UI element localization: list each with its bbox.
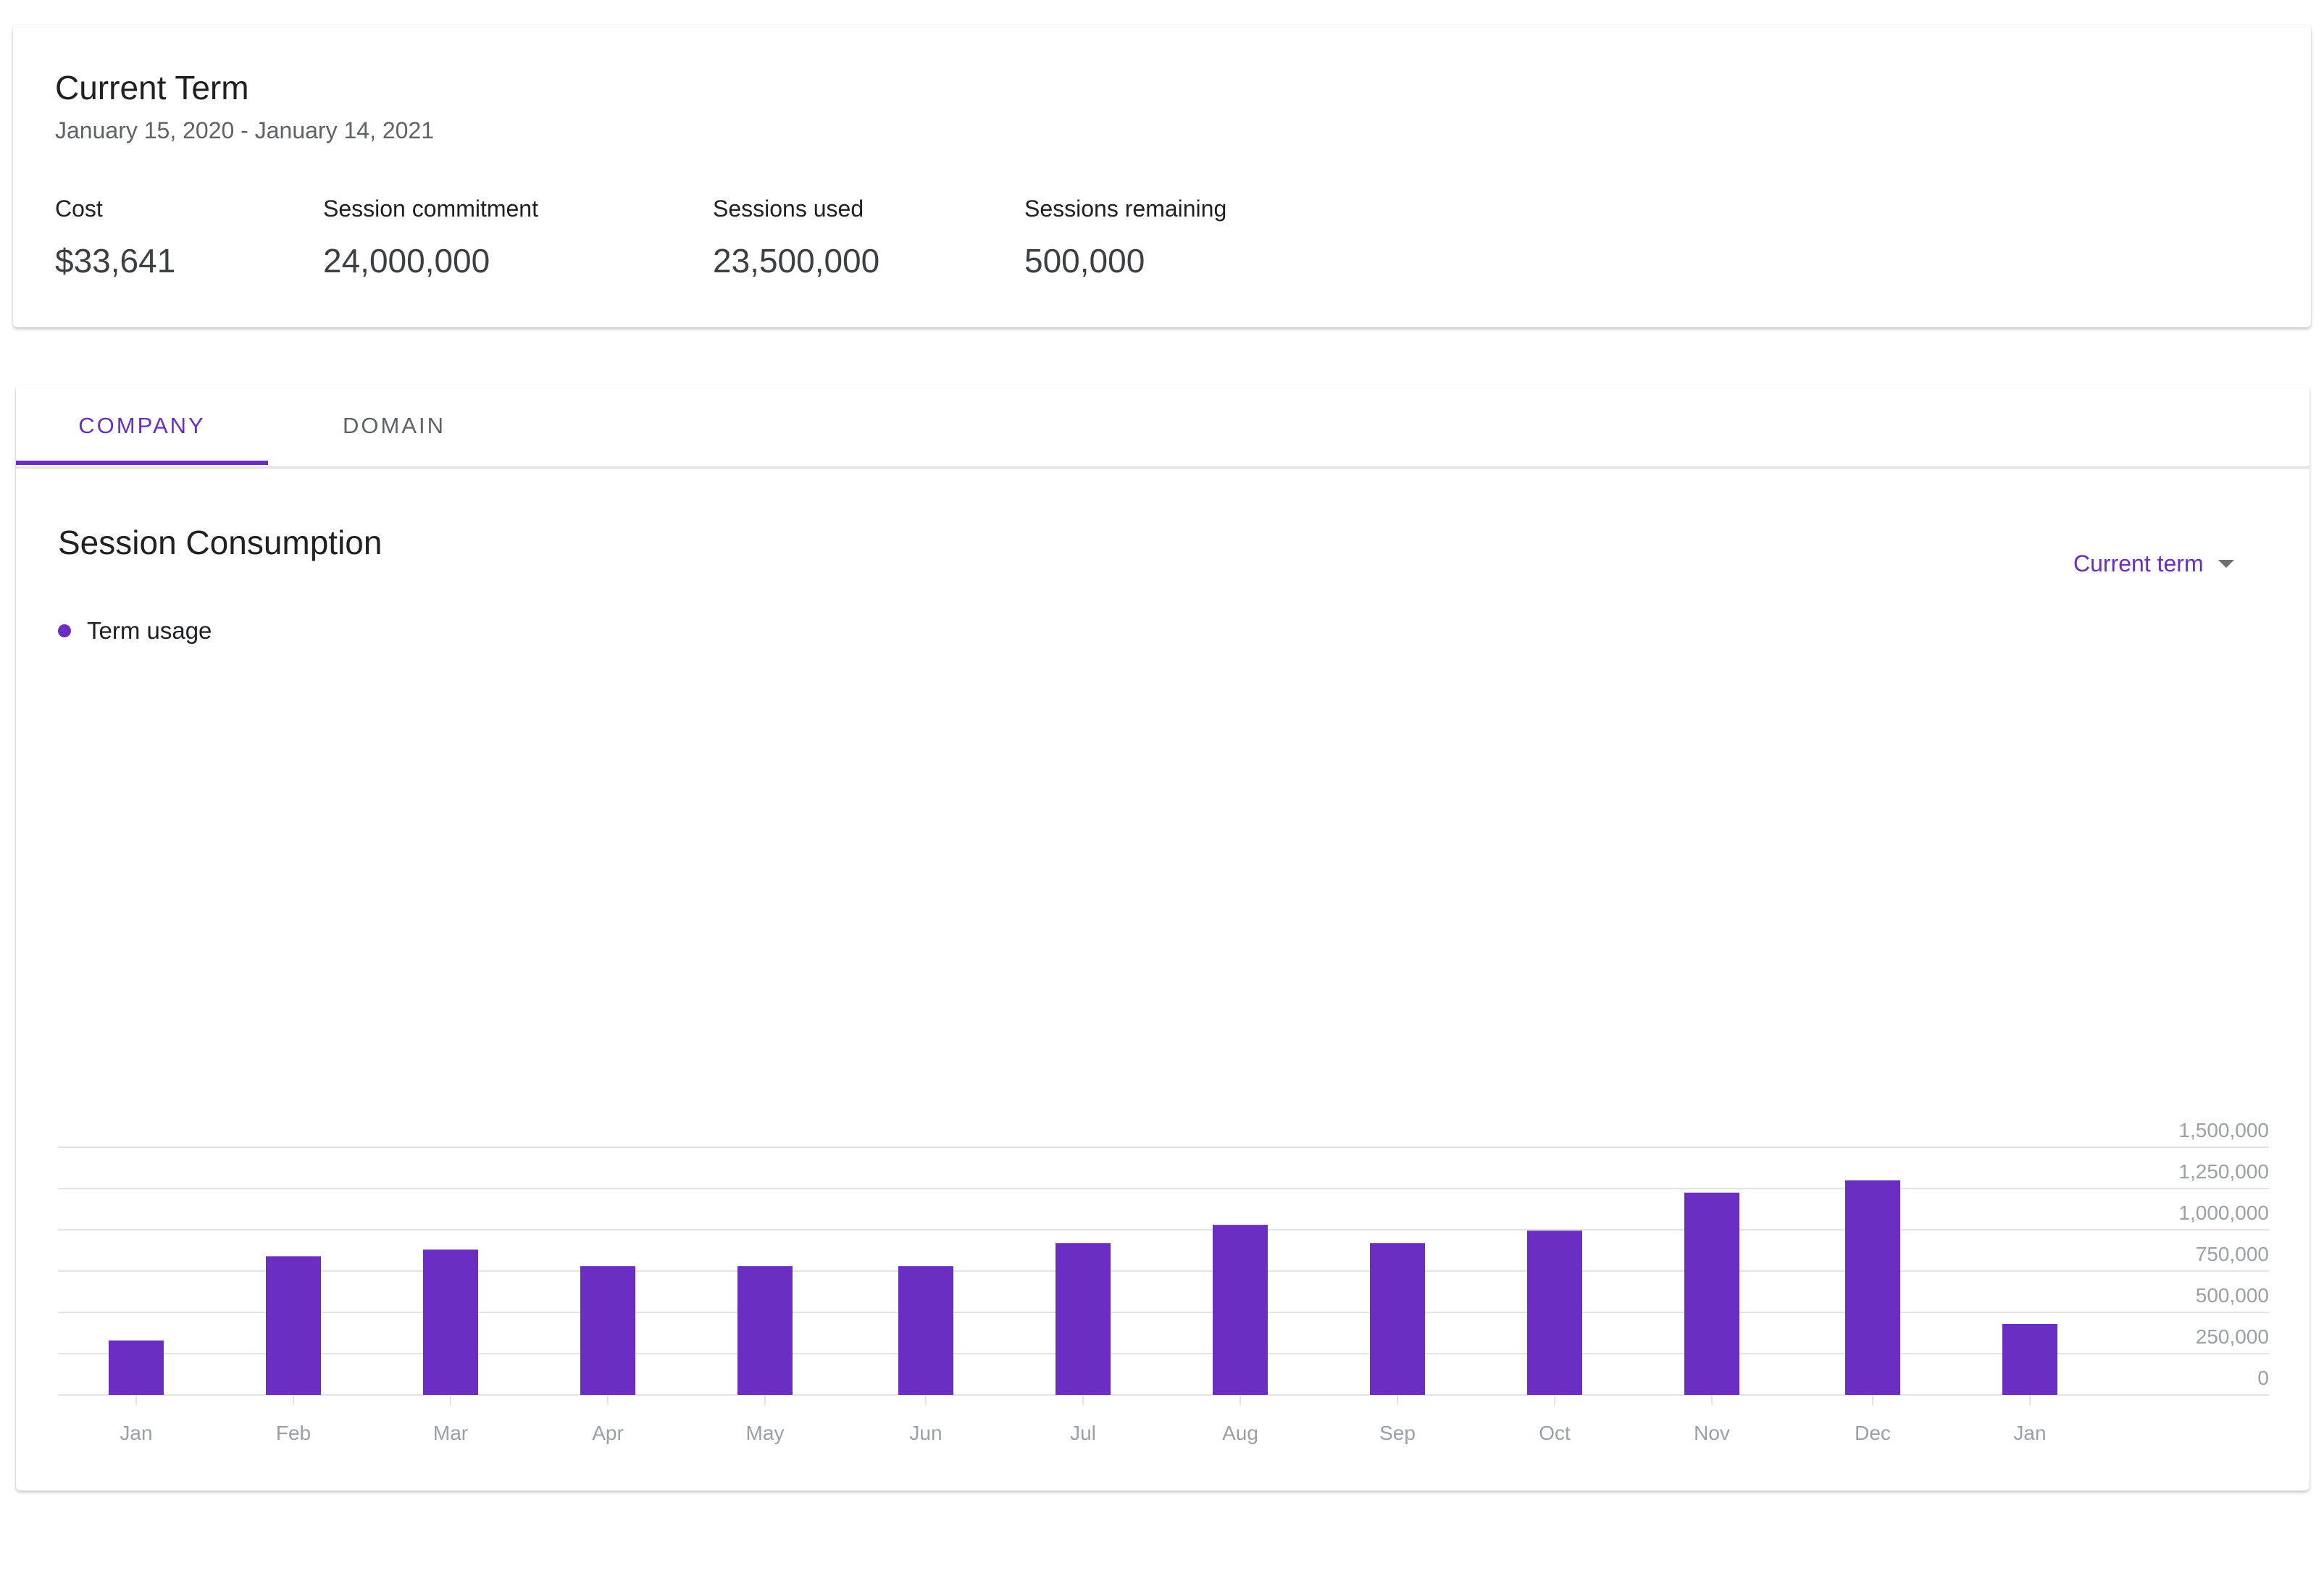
stat-session-commitment: Session commitment 24,000,000 bbox=[323, 196, 538, 280]
x-tick-label: Jul bbox=[1070, 1422, 1096, 1444]
tab-domain[interactable]: DOMAIN bbox=[343, 413, 446, 438]
legend-label: Term usage bbox=[87, 617, 212, 644]
x-tick-label: Jan bbox=[2013, 1422, 2046, 1444]
stat-value: $33,641 bbox=[55, 242, 176, 280]
stat-value: 23,500,000 bbox=[713, 242, 880, 280]
bar bbox=[2002, 1323, 2057, 1395]
stat-sessions-used: Sessions used 23,500,000 bbox=[713, 196, 879, 280]
stat-label: Sessions remaining bbox=[1024, 196, 1227, 222]
y-tick-label: 250,000 bbox=[2196, 1325, 2269, 1348]
term-title: Current Term bbox=[55, 69, 249, 106]
bar bbox=[423, 1249, 478, 1395]
y-tick-label: 1,250,000 bbox=[2178, 1160, 2269, 1183]
bar bbox=[1370, 1243, 1425, 1395]
x-tick-label: Mar bbox=[433, 1422, 468, 1444]
bar bbox=[266, 1256, 321, 1395]
current-term-card: Current Term January 15, 2020 - January … bbox=[13, 25, 2311, 327]
chart-title: Session Consumption bbox=[58, 524, 383, 561]
x-tick-label: Nov bbox=[1694, 1422, 1730, 1444]
bar bbox=[109, 1340, 164, 1395]
stat-label: Session commitment bbox=[323, 196, 538, 222]
y-tick-label: 0 bbox=[2257, 1367, 2269, 1389]
stat-label: Sessions used bbox=[713, 196, 864, 222]
stat-value: 24,000,000 bbox=[323, 242, 490, 280]
bar bbox=[898, 1266, 953, 1395]
tab-bar: COMPANY DOMAIN bbox=[16, 385, 2310, 469]
x-tick-label: May bbox=[746, 1422, 785, 1444]
x-tick-label: Aug bbox=[1222, 1422, 1258, 1444]
session-consumption-card: COMPANY DOMAIN Session Consumption Curre… bbox=[16, 385, 2310, 1491]
y-tick-label: 1,000,000 bbox=[2178, 1202, 2269, 1224]
y-tick-label: 750,000 bbox=[2196, 1243, 2269, 1265]
term-range-dropdown[interactable]: Current term bbox=[2073, 550, 2234, 577]
term-range-dropdown-label: Current term bbox=[2073, 550, 2204, 577]
session-consumption-chart: 0 250,000 500,000 750,000 1,000,000 1,250,000… bbox=[58, 1119, 2269, 1444]
legend-dot-icon bbox=[58, 624, 71, 637]
bar bbox=[580, 1266, 635, 1395]
y-tick-label: 1,500,000 bbox=[2178, 1119, 2269, 1141]
y-tick-label: 500,000 bbox=[2196, 1284, 2269, 1307]
x-tick-label: Apr bbox=[592, 1422, 624, 1444]
active-tab-indicator bbox=[16, 461, 268, 465]
chart-legend: Term usage bbox=[58, 617, 212, 645]
bar bbox=[1527, 1231, 1582, 1395]
x-tick-label: Sep bbox=[1379, 1422, 1416, 1444]
term-date-range: January 15, 2020 - January 14, 2021 bbox=[55, 117, 435, 143]
caret-down-icon bbox=[2218, 560, 2234, 568]
x-tick-label: Jan bbox=[120, 1422, 152, 1444]
tab-company[interactable]: COMPANY bbox=[78, 413, 206, 438]
bar bbox=[1845, 1180, 1900, 1395]
x-tick-label: Feb bbox=[276, 1422, 311, 1444]
x-tick-label: Jun bbox=[909, 1422, 942, 1444]
stat-cost: Cost $33,641 bbox=[55, 196, 175, 280]
x-tick-label: Oct bbox=[1539, 1422, 1571, 1444]
stat-sessions-remaining: Sessions remaining 500,000 bbox=[1024, 196, 1226, 280]
x-tick-label: Dec bbox=[1855, 1422, 1891, 1444]
stat-value: 500,000 bbox=[1024, 242, 1145, 280]
bar bbox=[737, 1266, 793, 1395]
bar bbox=[1056, 1243, 1111, 1395]
bar bbox=[1213, 1225, 1268, 1395]
stat-label: Cost bbox=[55, 196, 103, 222]
bar bbox=[1684, 1192, 1739, 1395]
